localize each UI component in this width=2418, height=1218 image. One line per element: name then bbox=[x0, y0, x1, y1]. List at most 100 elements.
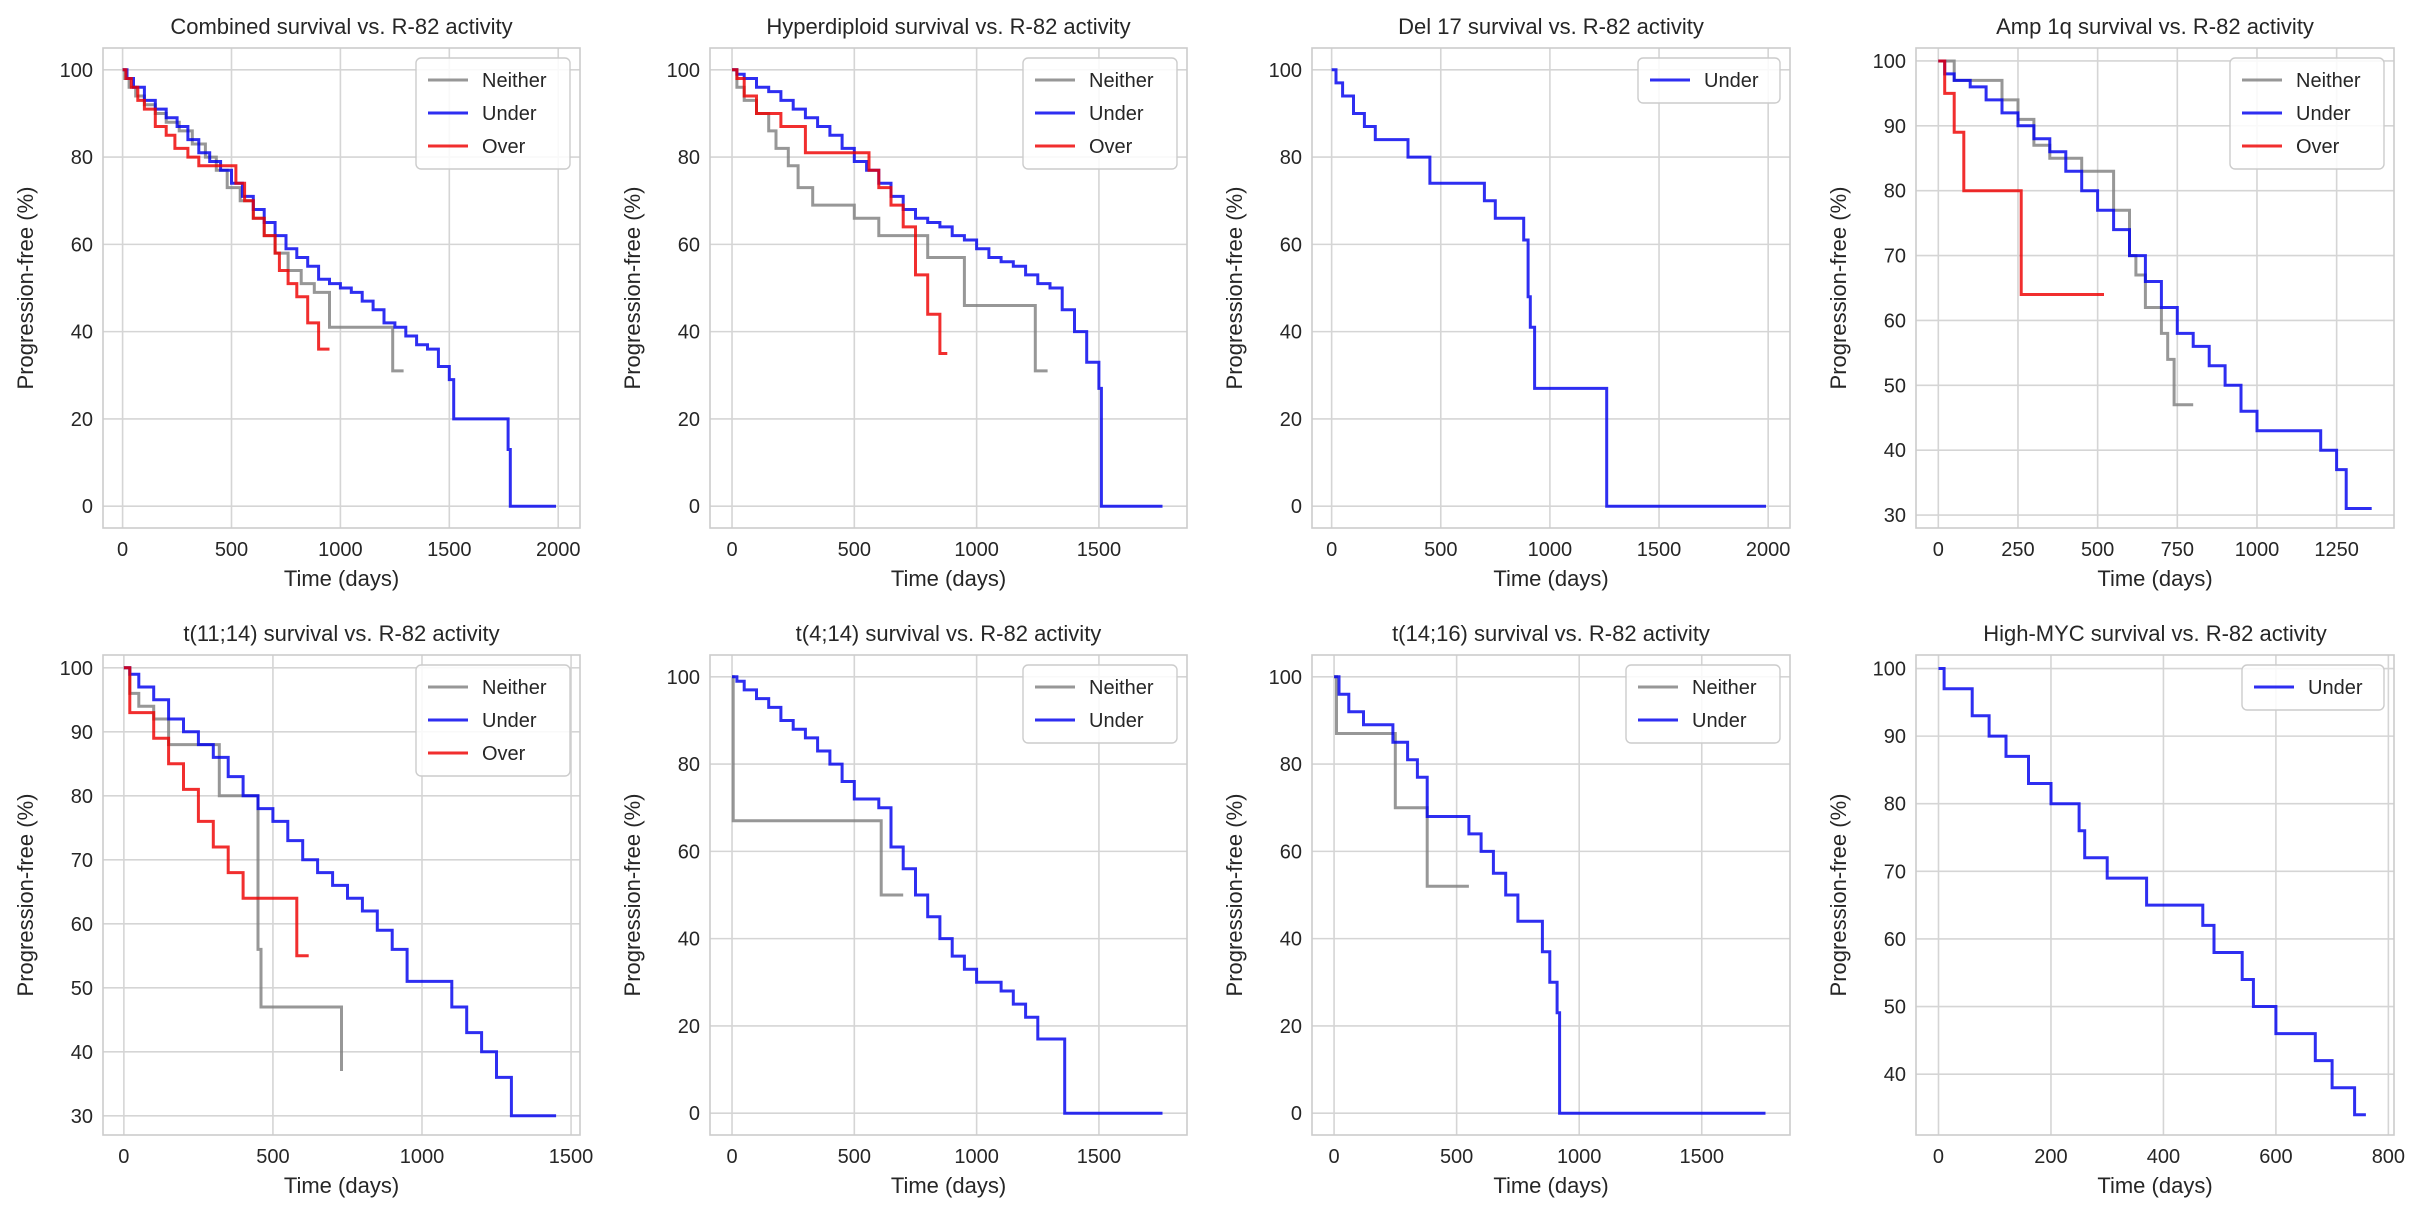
y-tick-label: 60 bbox=[678, 234, 700, 256]
x-tick-label: 0 bbox=[117, 539, 128, 561]
chart-title: Amp 1q survival vs. R-82 activity bbox=[1996, 14, 2314, 39]
series-line-over bbox=[732, 68, 948, 355]
x-tick-label: 0 bbox=[1328, 1146, 1339, 1168]
legend: Neither Under bbox=[1022, 664, 1178, 744]
axes-frame bbox=[102, 47, 581, 529]
series-line-under bbox=[1938, 59, 2372, 510]
grid bbox=[1312, 655, 1790, 1135]
legend-box bbox=[1625, 664, 1781, 744]
x-tick-label: 1000 bbox=[2235, 539, 2280, 561]
x-tick-label: 1500 bbox=[549, 1146, 594, 1168]
x-axis-label: Time (days) bbox=[284, 566, 399, 591]
chart-title: High-MYC survival vs. R-82 activity bbox=[1983, 621, 2327, 646]
y-tick-label: 100 bbox=[667, 667, 700, 689]
x-tick-label: 500 bbox=[838, 539, 871, 561]
series-line-under bbox=[123, 666, 557, 1118]
y-tick-label: 60 bbox=[71, 914, 93, 936]
x-tick-label: 1500 bbox=[1637, 539, 1682, 561]
y-tick-label: 70 bbox=[71, 850, 93, 872]
y-tick-label: 70 bbox=[1884, 246, 1906, 268]
axes-frame bbox=[1311, 47, 1791, 529]
x-axis-label: Time (days) bbox=[1493, 566, 1608, 591]
y-tick-label: 40 bbox=[678, 322, 700, 344]
x-tick-label: 1500 bbox=[1077, 1146, 1122, 1168]
y-tick-label: 60 bbox=[71, 234, 93, 256]
x-tick-label: 0 bbox=[726, 1146, 737, 1168]
series-line-over bbox=[122, 68, 330, 351]
y-tick-label: 80 bbox=[678, 147, 700, 169]
series-line-neither bbox=[731, 675, 904, 897]
axes-frame bbox=[709, 47, 1188, 529]
axes-frame bbox=[709, 654, 1188, 1136]
x-tick-label: 0 bbox=[118, 1146, 129, 1168]
y-tick-label: 20 bbox=[678, 409, 700, 431]
legend-box bbox=[415, 57, 571, 170]
y-tick-label: 80 bbox=[1884, 181, 1906, 203]
y-tick-label: 100 bbox=[1873, 51, 1906, 73]
x-tick-label: 1000 bbox=[400, 1146, 445, 1168]
x-tick-label: 0 bbox=[1326, 539, 1337, 561]
legend-label-over: Over bbox=[482, 136, 526, 158]
x-tick-label: 1500 bbox=[1680, 1146, 1725, 1168]
y-tick-label: 60 bbox=[1884, 310, 1906, 332]
y-axis-label: Progression-free (%) bbox=[1826, 794, 1851, 997]
legend-box bbox=[415, 664, 571, 777]
y-axis-label: Progression-free (%) bbox=[1222, 187, 1247, 390]
legend: Neither Under Over bbox=[415, 57, 571, 170]
chart-panel-4: 0 250 500 750 1000 1250 30 40 50 60 70 80 90 100 Amp 1… bbox=[1826, 14, 2395, 591]
y-tick-label: 0 bbox=[689, 1103, 700, 1125]
x-tick-label: 500 bbox=[1424, 539, 1457, 561]
series-line-under bbox=[1331, 68, 1766, 508]
x-tick-label: 500 bbox=[838, 1146, 871, 1168]
x-tick-label: 800 bbox=[2372, 1146, 2405, 1168]
series-line-neither bbox=[1938, 59, 2194, 407]
legend-box bbox=[2229, 57, 2385, 170]
y-tick-label: 50 bbox=[71, 978, 93, 1000]
y-tick-label: 20 bbox=[71, 409, 93, 431]
series-line-under bbox=[732, 68, 1163, 508]
y-tick-label: 80 bbox=[1884, 794, 1906, 816]
y-tick-label: 30 bbox=[71, 1106, 93, 1128]
y-tick-label: 40 bbox=[1884, 440, 1906, 462]
chart-title: Del 17 survival vs. R-82 activity bbox=[1398, 14, 1704, 39]
legend-label-neither: Neither bbox=[1089, 70, 1154, 92]
x-tick-label: 500 bbox=[1440, 1146, 1473, 1168]
y-axis-label: Progression-free (%) bbox=[13, 794, 38, 997]
y-tick-label: 40 bbox=[678, 929, 700, 951]
series-line-under bbox=[1938, 667, 2366, 1117]
x-tick-label: 200 bbox=[2034, 1146, 2067, 1168]
series-line-neither bbox=[1334, 675, 1469, 888]
series-line-neither bbox=[123, 666, 343, 1071]
x-tick-label: 500 bbox=[215, 539, 248, 561]
y-tick-label: 50 bbox=[1884, 997, 1906, 1019]
x-tick-label: 250 bbox=[2001, 539, 2034, 561]
x-axis-label: Time (days) bbox=[284, 1173, 399, 1198]
y-tick-label: 0 bbox=[689, 496, 700, 518]
x-axis-label: Time (days) bbox=[2097, 1173, 2212, 1198]
legend-label-over: Over bbox=[1089, 136, 1133, 158]
x-tick-label: 750 bbox=[2161, 539, 2194, 561]
x-tick-label: 2000 bbox=[536, 539, 581, 561]
axes-frame bbox=[1915, 654, 2395, 1136]
series-line-under bbox=[1334, 675, 1766, 1115]
x-tick-label: 1000 bbox=[318, 539, 363, 561]
x-tick-label: 400 bbox=[2147, 1146, 2180, 1168]
chart-panel-8: 0 200 400 600 800 40 50 60 70 80 90 100 High-MYC sur… bbox=[1826, 621, 2405, 1198]
axes-frame bbox=[102, 654, 581, 1136]
chart-title: t(14;16) survival vs. R-82 activity bbox=[1392, 621, 1710, 646]
chart-title: Combined survival vs. R-82 activity bbox=[170, 14, 512, 39]
y-tick-label: 40 bbox=[1280, 929, 1302, 951]
chart-panel-7: 0 500 1000 1500 0 20 40 60 80 100 t(14;16) surviva… bbox=[1222, 621, 1791, 1198]
x-axis-label: Time (days) bbox=[1493, 1173, 1608, 1198]
y-tick-label: 90 bbox=[1884, 726, 1906, 748]
legend-label-under: Under bbox=[1692, 710, 1747, 732]
legend-box bbox=[1022, 57, 1178, 170]
chart-panel-1: 0 500 1000 1500 2000 0 20 40 60 80 100 Combined sur… bbox=[13, 14, 581, 591]
x-tick-label: 500 bbox=[256, 1146, 289, 1168]
legend-label-neither: Neither bbox=[1089, 677, 1154, 699]
legend: Neither Under Over bbox=[2229, 57, 2385, 170]
y-tick-label: 80 bbox=[1280, 147, 1302, 169]
axes-frame bbox=[1915, 47, 2395, 529]
y-tick-label: 0 bbox=[1291, 496, 1302, 518]
